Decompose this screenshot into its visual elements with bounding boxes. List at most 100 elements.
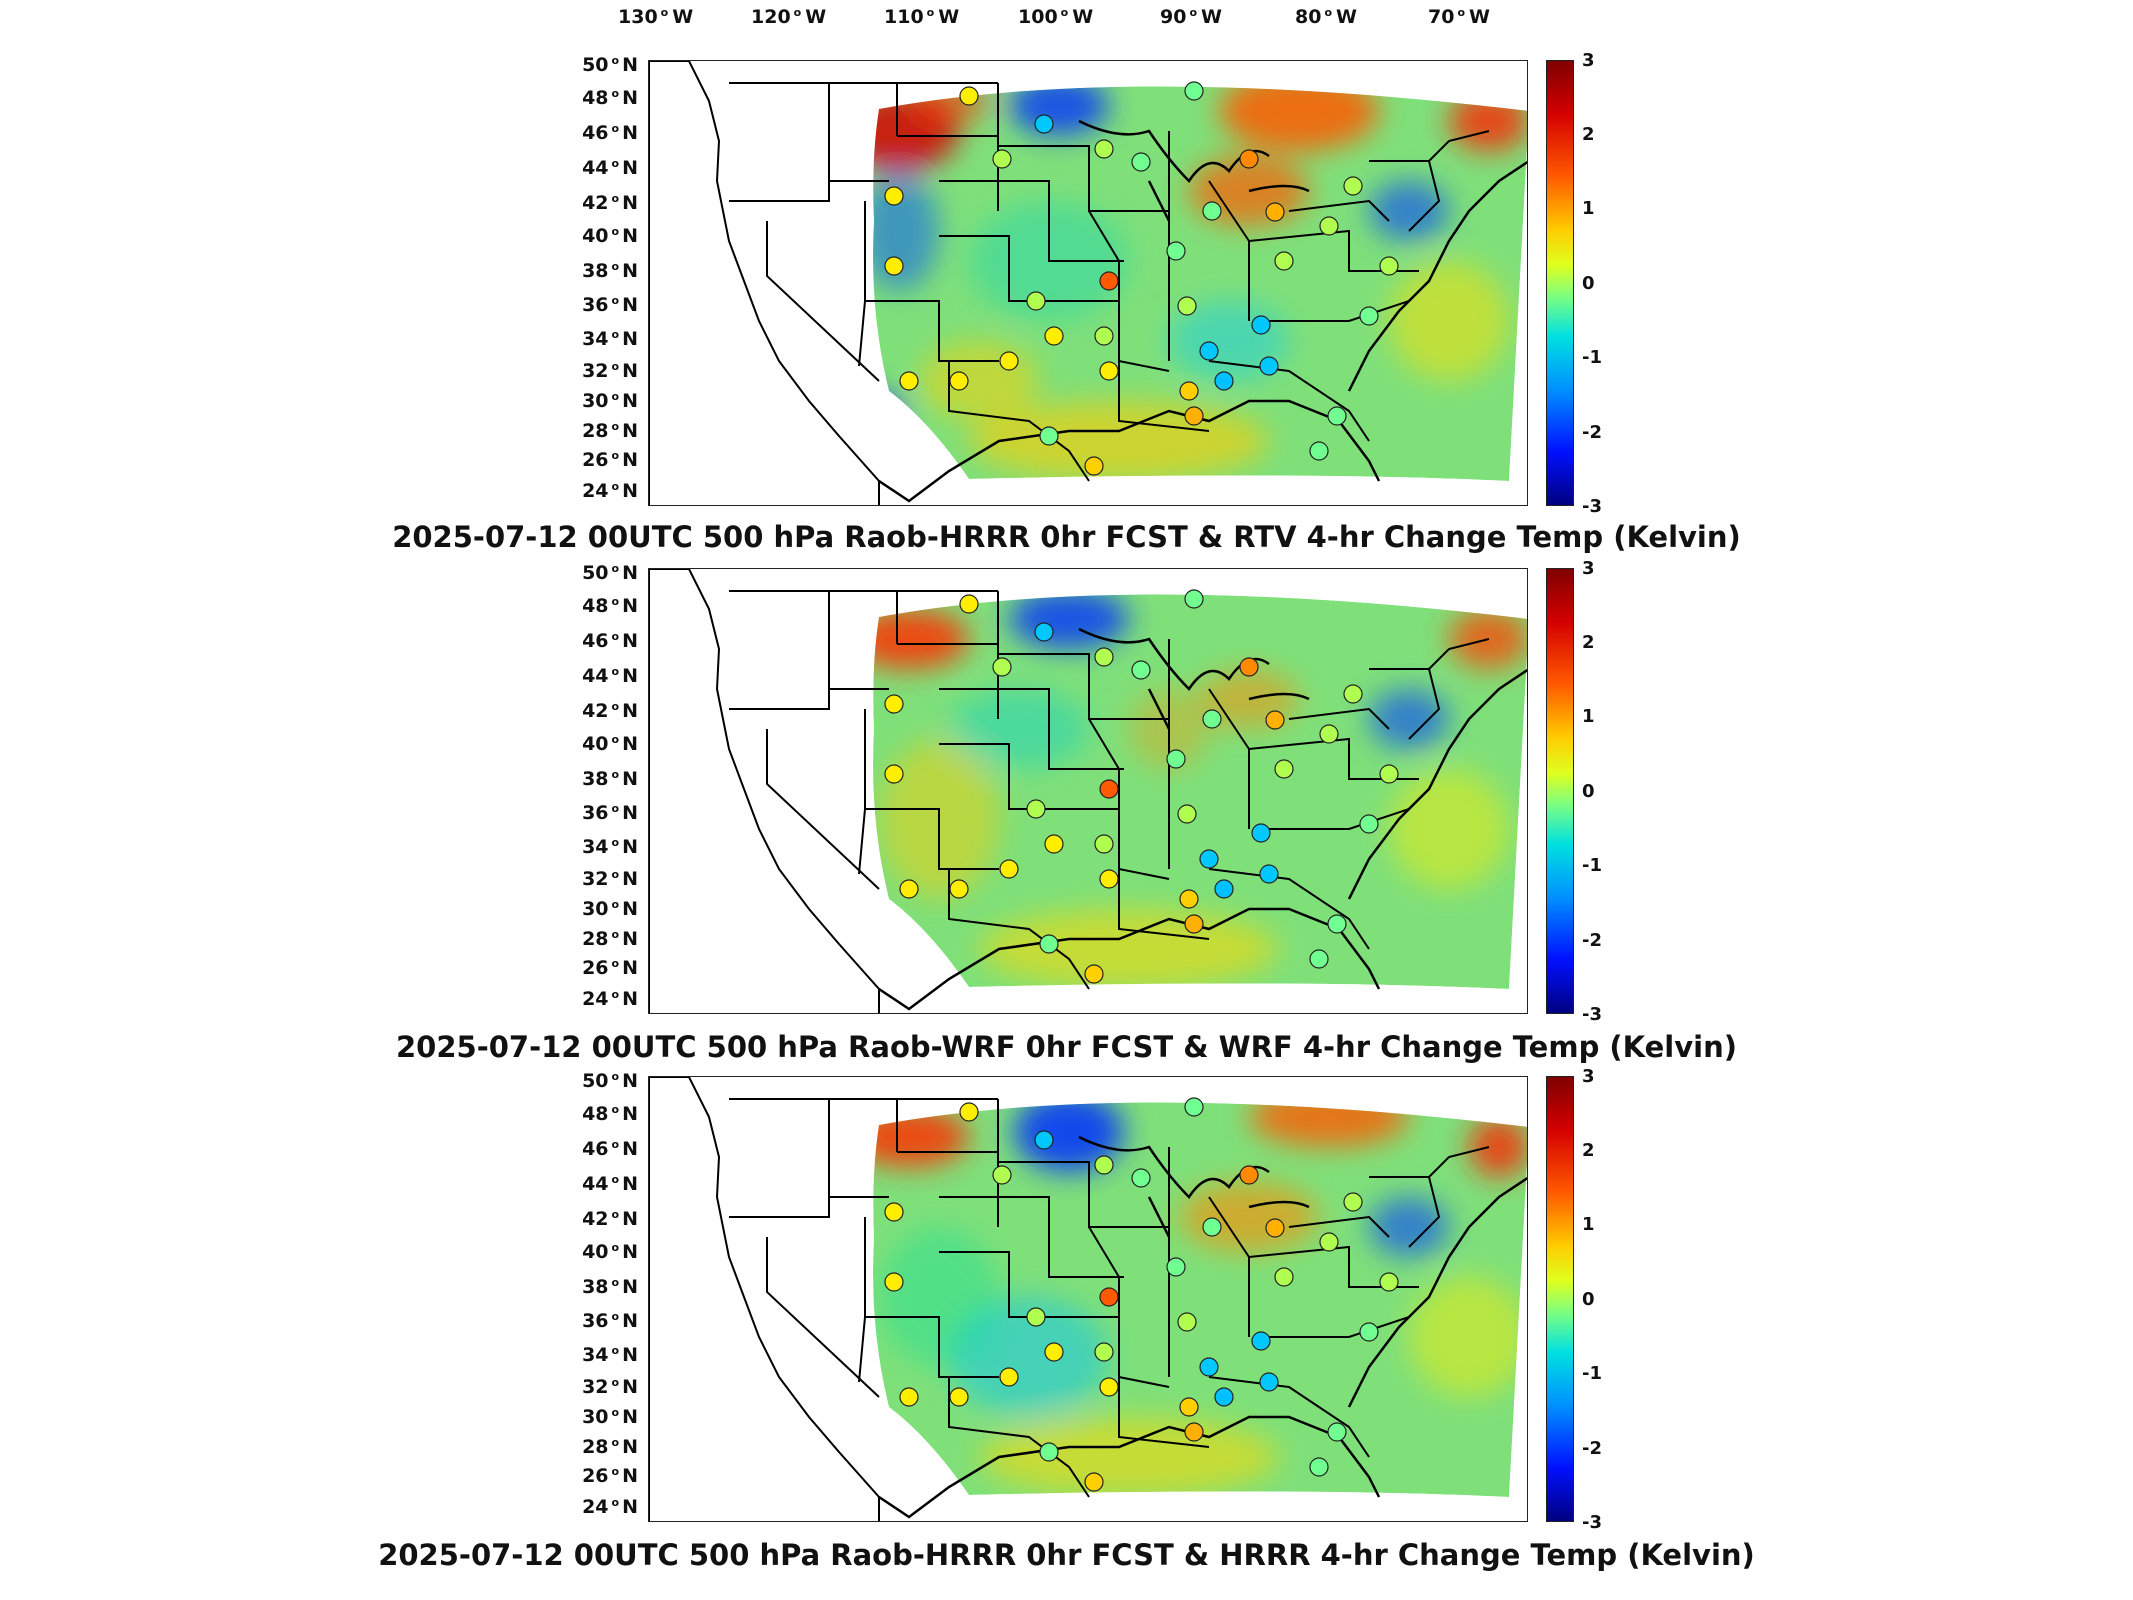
raob-station-marker — [1259, 864, 1279, 884]
colorbar-tick-label: -1 — [1582, 855, 1602, 876]
state-border — [1269, 808, 1410, 830]
panel-title: 2025-07-12 00UTC 500 hPa Raob-HRRR 0hr F… — [392, 520, 1741, 554]
colorbar-tick-label: -3 — [1582, 1512, 1602, 1533]
raob-station-marker — [1094, 139, 1114, 159]
lat-degree: 50 — [582, 562, 609, 584]
raob-station-marker — [1034, 114, 1054, 134]
state-border — [939, 235, 1119, 302]
raob-station-marker — [1166, 241, 1186, 261]
colorbar-tick-label: 2 — [1582, 124, 1595, 145]
colorbar-tick-label: 0 — [1582, 273, 1595, 294]
raob-station-marker — [1202, 709, 1222, 729]
state-border — [948, 869, 1090, 990]
raob-station-marker — [1199, 341, 1219, 361]
lat-label-42n: 42 o N — [582, 700, 638, 722]
lat-label-24n: 24 o N — [582, 1496, 638, 1518]
lat-label-50n: 50 o N — [582, 562, 638, 584]
lon-label-130w: 130 o W — [618, 6, 694, 28]
raob-station-marker — [884, 256, 904, 276]
raob-station-marker — [1179, 381, 1199, 401]
lat-hemisphere: N — [622, 562, 638, 584]
raob-station-marker — [1202, 201, 1222, 221]
lat-label-30n: 30 o N — [582, 390, 638, 412]
lat-degree: 42 — [582, 192, 609, 214]
lat-hemisphere: N — [622, 1376, 638, 1398]
lat-degree: 34 — [582, 836, 609, 858]
raob-station-marker — [1177, 296, 1197, 316]
lat-hemisphere: N — [622, 360, 638, 382]
raob-station-marker — [1094, 326, 1114, 346]
lat-degree: 36 — [582, 1310, 609, 1332]
lat-degree: 32 — [582, 360, 609, 382]
state-border — [858, 1217, 866, 1383]
lat-degree: 24 — [582, 480, 609, 502]
raob-station-marker — [1094, 647, 1114, 667]
anomaly-region — [873, 1107, 969, 1167]
lat-hemisphere: N — [622, 802, 638, 824]
lat-label-30n: 30 o N — [582, 1406, 638, 1428]
great-lakes-outline — [1078, 1135, 1310, 1238]
state-border — [939, 688, 1124, 770]
anomaly-region — [979, 1417, 1279, 1497]
state-border — [1269, 1316, 1410, 1338]
lat-degree: 46 — [582, 1138, 609, 1160]
lat-label-38n: 38 o N — [582, 260, 638, 282]
colorbar-tick-label: 2 — [1582, 1140, 1595, 1161]
raob-station-marker — [1084, 964, 1104, 984]
lat-degree: 48 — [582, 1103, 609, 1125]
state-border — [1288, 707, 1390, 730]
raob-station-marker — [1099, 361, 1119, 381]
raob-station-marker — [1359, 814, 1379, 834]
state-border — [1408, 668, 1441, 740]
state-border — [1088, 1226, 1170, 1388]
state-border — [729, 689, 830, 710]
raob-station-marker — [1343, 684, 1363, 704]
anomaly-region — [1179, 1182, 1319, 1252]
lat-degree: 26 — [582, 1465, 609, 1487]
lat-hemisphere: N — [622, 1310, 638, 1332]
lat-hemisphere: N — [622, 898, 638, 920]
panel-hrrr-rtv: 50 o N 48 o N 46 o N 44 o N 42 o N 40 o N 38 o N 36 o N 34 o N 32 o N… — [0, 0, 2133, 560]
raob-station-marker — [992, 149, 1012, 169]
lat-degree: 28 — [582, 1436, 609, 1458]
colorbar-tick-label: 3 — [1582, 50, 1595, 71]
state-border — [1118, 869, 1210, 940]
lat-hemisphere: N — [622, 122, 638, 144]
raob-station-marker — [999, 351, 1019, 371]
state-border — [1288, 199, 1390, 222]
state-border — [865, 1316, 999, 1378]
raob-station-marker — [899, 1387, 919, 1407]
lat-hemisphere: N — [622, 988, 638, 1010]
lat-degree: 48 — [582, 87, 609, 109]
raob-station-marker — [1359, 1322, 1379, 1342]
raob-station-marker — [1309, 949, 1329, 969]
raob-station-marker — [1179, 889, 1199, 909]
colorbar-tick-label: 0 — [1582, 781, 1595, 802]
lat-degree: 26 — [582, 449, 609, 471]
lat-degree: 30 — [582, 390, 609, 412]
lat-label-40n: 40 o N — [582, 733, 638, 755]
temperature-change-map — [649, 1077, 1527, 1521]
colorbar-tick-label: 2 — [1582, 632, 1595, 653]
raob-station-marker — [1379, 256, 1399, 276]
raob-station-marker — [1184, 1422, 1204, 1442]
state-border — [1269, 300, 1410, 322]
raob-station-marker — [1034, 1130, 1054, 1150]
lat-degree: 32 — [582, 868, 609, 890]
lat-label-48n: 48 o N — [582, 595, 638, 617]
raob-station-marker — [1319, 724, 1339, 744]
raob-station-marker — [1184, 589, 1204, 609]
raob-station-marker — [1184, 914, 1204, 934]
lat-hemisphere: N — [622, 630, 638, 652]
raob-station-marker — [1026, 1307, 1046, 1327]
anomaly-field — [873, 1102, 1527, 1497]
raob-station-marker — [1319, 1232, 1339, 1252]
state-border — [1118, 361, 1210, 432]
raob-station-marker — [1327, 1422, 1347, 1442]
lat-hemisphere: N — [622, 595, 638, 617]
lat-degree: 30 — [582, 1406, 609, 1428]
raob-station-marker — [1274, 251, 1294, 271]
state-border — [1208, 868, 1370, 950]
lat-label-42n: 42 o N — [582, 1208, 638, 1230]
state-border — [1088, 210, 1170, 372]
